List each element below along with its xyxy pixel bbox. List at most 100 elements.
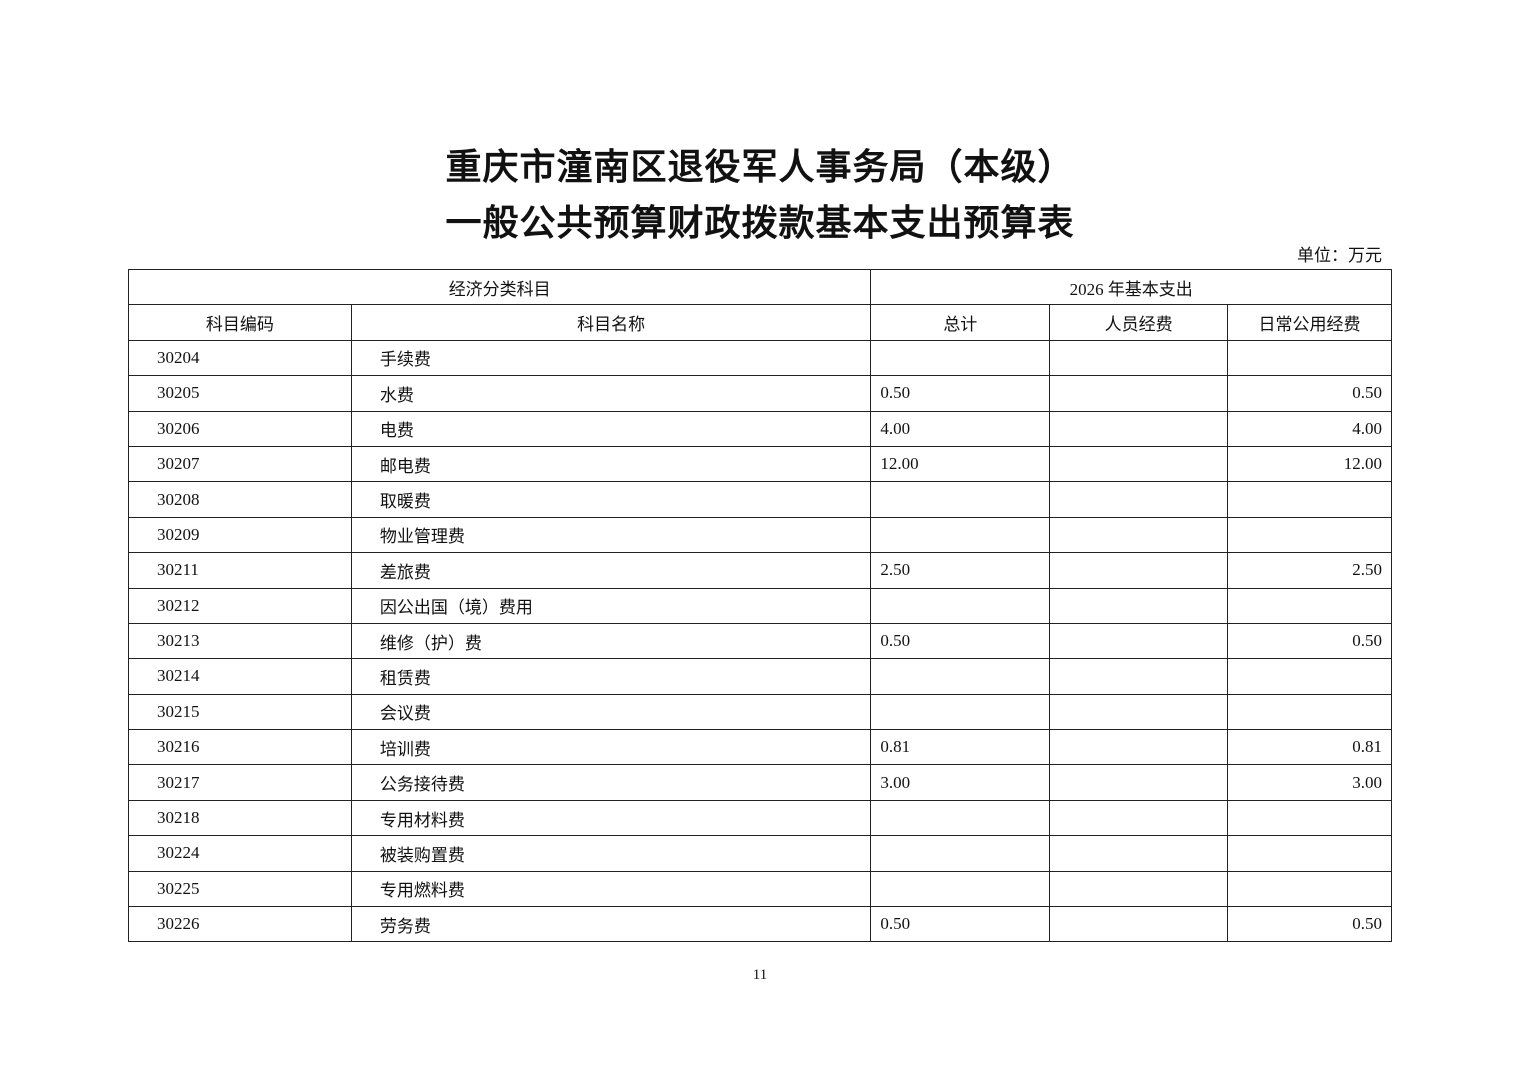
cell-personnel <box>1049 764 1229 801</box>
cell-personnel <box>1049 516 1229 554</box>
cell-personnel <box>1049 622 1229 660</box>
cell-total <box>870 835 1051 872</box>
cell-name: 因公出国（境）费用 <box>350 587 872 624</box>
cell-code: 30209 <box>128 516 352 554</box>
budget-table: 经济分类科目 2026 年基本支出 科目编码 科目名称 总计 人员经费 日常公用… <box>127 268 1392 943</box>
page-number: 11 <box>752 967 768 983</box>
cell-total <box>870 587 1051 624</box>
cell-personnel <box>1049 552 1229 589</box>
cell-name: 取暖费 <box>350 481 872 518</box>
cell-total: 12.00 <box>870 445 1051 483</box>
cell-public <box>1227 870 1392 908</box>
cell-code: 30206 <box>128 410 352 447</box>
cell-public: 4.00 <box>1227 410 1392 447</box>
cell-total: 0.50 <box>870 375 1051 412</box>
cell-name: 专用材料费 <box>350 799 872 837</box>
cell-personnel <box>1049 587 1229 624</box>
cell-public <box>1227 339 1392 377</box>
table-row: 30204 手续费 <box>128 339 1392 377</box>
cell-code: 30212 <box>128 587 352 624</box>
cell-name: 被装购置费 <box>350 835 872 872</box>
cell-name: 会议费 <box>350 693 872 731</box>
cell-name: 物业管理费 <box>350 516 872 554</box>
table-row: 30211 差旅费 2.50 2.50 <box>128 552 1392 589</box>
cell-total: 4.00 <box>870 410 1051 447</box>
cell-code: 30211 <box>128 552 352 589</box>
cell-total: 2.50 <box>870 552 1051 589</box>
header-economic-classification: 经济分类科目 <box>127 268 872 306</box>
cell-code: 30207 <box>128 445 352 483</box>
cell-personnel <box>1049 481 1229 518</box>
cell-code: 30213 <box>128 622 352 660</box>
cell-public: 0.50 <box>1227 622 1392 660</box>
cell-personnel <box>1049 906 1229 943</box>
cell-public <box>1227 658 1392 695</box>
table-row: 30224 被装购置费 <box>128 835 1392 872</box>
cell-name: 公务接待费 <box>350 764 872 801</box>
cell-personnel <box>1049 445 1229 483</box>
cell-name: 手续费 <box>350 339 872 377</box>
cell-code: 30224 <box>128 835 352 872</box>
table-row: 30215 会议费 <box>128 693 1392 731</box>
header-column-row: 科目编码 科目名称 总计 人员经费 日常公用经费 <box>128 304 1392 341</box>
cell-code: 30217 <box>128 764 352 801</box>
table-row: 30213 维修（护）费 0.50 0.50 <box>128 622 1392 660</box>
cell-code: 30226 <box>128 906 352 943</box>
cell-code: 30218 <box>128 799 352 837</box>
header-group-row: 经济分类科目 2026 年基本支出 <box>127 268 1392 306</box>
table-row: 30214 租赁费 <box>128 658 1392 695</box>
table-row: 30226 劳务费 0.50 0.50 <box>128 906 1392 943</box>
cell-total: 3.00 <box>870 764 1051 801</box>
cell-public: 0.50 <box>1227 375 1392 412</box>
header-code: 科目编码 <box>128 304 352 341</box>
header-public: 日常公用经费 <box>1227 304 1392 341</box>
table-row: 30208 取暖费 <box>128 481 1392 518</box>
table-row: 30216 培训费 0.81 0.81 <box>128 729 1392 766</box>
cell-total: 0.50 <box>870 622 1051 660</box>
cell-personnel <box>1049 693 1229 731</box>
cell-total <box>870 339 1051 377</box>
cell-code: 30216 <box>128 729 352 766</box>
cell-personnel <box>1049 658 1229 695</box>
cell-public <box>1227 693 1392 731</box>
header-total: 总计 <box>870 304 1051 341</box>
cell-code: 30205 <box>128 375 352 412</box>
document-title-line1: 重庆市潼南区退役军人事务局（本级） <box>445 147 1075 187</box>
document-title-line2: 一般公共预算财政拨款基本支出预算表 <box>445 203 1075 243</box>
cell-total: 0.50 <box>870 906 1051 943</box>
cell-public <box>1227 516 1392 554</box>
header-personnel: 人员经费 <box>1049 304 1229 341</box>
table-row: 30218 专用材料费 <box>128 799 1392 837</box>
table-row: 30206 电费 4.00 4.00 <box>128 410 1392 447</box>
cell-name: 邮电费 <box>350 445 872 483</box>
table-row: 30205 水费 0.50 0.50 <box>128 375 1392 412</box>
cell-total <box>870 870 1051 908</box>
cell-total <box>870 481 1051 518</box>
cell-code: 30215 <box>128 693 352 731</box>
cell-name: 培训费 <box>350 729 872 766</box>
cell-code: 30225 <box>128 870 352 908</box>
cell-personnel <box>1049 799 1229 837</box>
cell-public <box>1227 587 1392 624</box>
cell-name: 电费 <box>350 410 872 447</box>
unit-label: 单位：万元 <box>1297 246 1382 265</box>
table-row: 30207 邮电费 12.00 12.00 <box>128 445 1392 483</box>
cell-public: 3.00 <box>1227 764 1392 801</box>
cell-public <box>1227 835 1392 872</box>
cell-total <box>870 658 1051 695</box>
cell-total <box>870 693 1051 731</box>
cell-name: 专用燃料费 <box>350 870 872 908</box>
cell-public: 0.50 <box>1227 906 1392 943</box>
table-row: 30217 公务接待费 3.00 3.00 <box>128 764 1392 801</box>
cell-public: 2.50 <box>1227 552 1392 589</box>
cell-personnel <box>1049 410 1229 447</box>
cell-name: 差旅费 <box>350 552 872 589</box>
cell-total: 0.81 <box>870 729 1051 766</box>
cell-total <box>870 516 1051 554</box>
cell-name: 水费 <box>350 375 872 412</box>
table-row: 30209 物业管理费 <box>128 516 1392 554</box>
cell-code: 30208 <box>128 481 352 518</box>
cell-public <box>1227 481 1392 518</box>
cell-personnel <box>1049 729 1229 766</box>
cell-name: 租赁费 <box>350 658 872 695</box>
